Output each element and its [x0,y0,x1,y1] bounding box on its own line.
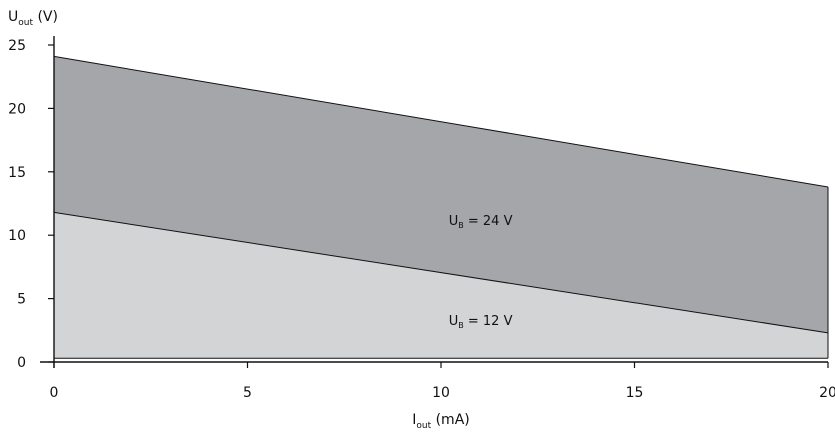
x-axis-title-main: I [412,412,416,428]
y-tick-label: 0 [17,355,26,371]
x-axis-title-unit: (mA) [431,412,470,428]
x-axis-title-sub: out [416,421,431,431]
y-tick-label: 5 [17,292,26,308]
x-tick-label: 0 [50,385,59,401]
x-tick-label: 15 [626,385,644,401]
region-24v [54,56,828,333]
region-12v [54,212,828,359]
region-label-12v: UB = 12 V [449,314,513,330]
x-axis-title: Iout (mA) [412,412,469,431]
region-label-sub: B [458,221,464,230]
axes-layer [40,36,828,368]
x-tick-label: 10 [432,385,450,401]
y-axis-title-unit: (V) [33,9,58,25]
region-label-main: U [449,314,459,329]
region-label-main: U [449,214,459,229]
x-ticks: 0 5 10 15 20 [50,362,835,401]
region-label-rest: = 24 V [464,214,513,229]
y-tick-label: 20 [8,101,26,117]
annotations-layer: UB = 24 VUB = 12 V [449,214,513,330]
series-line-24v [53,55,829,188]
y-ticks: 0 5 10 15 20 25 [8,38,54,371]
y-tick-label: 25 [8,38,26,54]
region-label-24v: UB = 24 V [449,214,513,230]
y-tick-label: 15 [8,165,26,181]
y-axis-title-sub: out [18,18,33,28]
series-line-12v [53,211,829,334]
region-label-rest: = 12 V [464,314,513,329]
y-axis-title: Uout (V) [8,9,58,28]
y-tick-label: 10 [8,228,26,244]
region-label-sub: B [458,321,464,330]
regions-layer [54,56,828,359]
lines-layer [53,55,829,359]
y-axis-title-main: U [8,9,18,25]
x-tick-label: 20 [819,385,835,401]
x-tick-label: 5 [243,385,252,401]
